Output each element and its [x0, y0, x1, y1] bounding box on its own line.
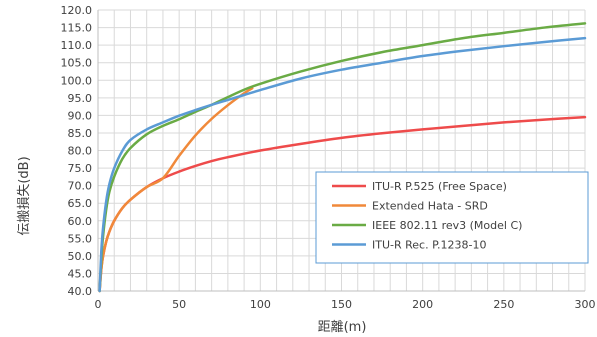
x-tick-label: 0 [95, 298, 102, 311]
y-tick-label: 110.0 [61, 39, 93, 52]
x-tick-label: 300 [575, 298, 596, 311]
y-tick-label: 90.0 [68, 109, 93, 122]
legend-label: ITU-R Rec. P.1238-10 [372, 239, 486, 252]
y-tick-label: 55.0 [68, 232, 93, 245]
series-line-itu-r-rec-p-1238-10 [98, 36, 587, 293]
y-tick-label: 60.0 [68, 215, 93, 228]
x-tick-label: 100 [250, 298, 271, 311]
y-tick-label: 75.0 [68, 162, 93, 175]
y-tick-label: 95.0 [68, 92, 93, 105]
series-line-extended-hata-srd [98, 87, 254, 293]
legend: ITU-R P.525 (Free Space) Extended Hata - … [315, 171, 589, 264]
y-tick-label: 105.0 [61, 57, 93, 70]
y-axis-title: 伝搬損失(dB) [17, 156, 32, 235]
y-tick-label: 120.0 [61, 4, 93, 17]
y-tick-label: 80.0 [68, 145, 93, 158]
legend-label: Extended Hata - SRD [372, 200, 488, 213]
x-tick-label: 200 [412, 298, 433, 311]
x-tick-label: 150 [331, 298, 352, 311]
y-tick-label: 100.0 [61, 74, 93, 87]
axes [97, 10, 585, 292]
x-tick-label: 250 [493, 298, 514, 311]
x-tick-label: 50 [172, 298, 186, 311]
y-tick-label: 85.0 [68, 127, 93, 140]
legend-label: IEEE 802.11 rev3 (Model C) [372, 219, 522, 232]
legend-label: ITU-R P.525 (Free Space) [372, 180, 507, 193]
y-tick-label: 45.0 [68, 267, 93, 280]
y-tick-label: 65.0 [68, 197, 93, 210]
series-group [98, 22, 587, 293]
y-tick-label: 50.0 [68, 250, 93, 263]
tick-labels: 40.0 45.0 50.0 55.0 60.0 65.0 70.0 75.0 80.0 85.0… [61, 4, 596, 311]
y-tick-label: 40.0 [68, 285, 93, 298]
x-axis-title: 距離(m) [318, 320, 367, 335]
y-tick-label: 70.0 [68, 180, 93, 193]
y-tick-label: 115.0 [61, 22, 93, 35]
